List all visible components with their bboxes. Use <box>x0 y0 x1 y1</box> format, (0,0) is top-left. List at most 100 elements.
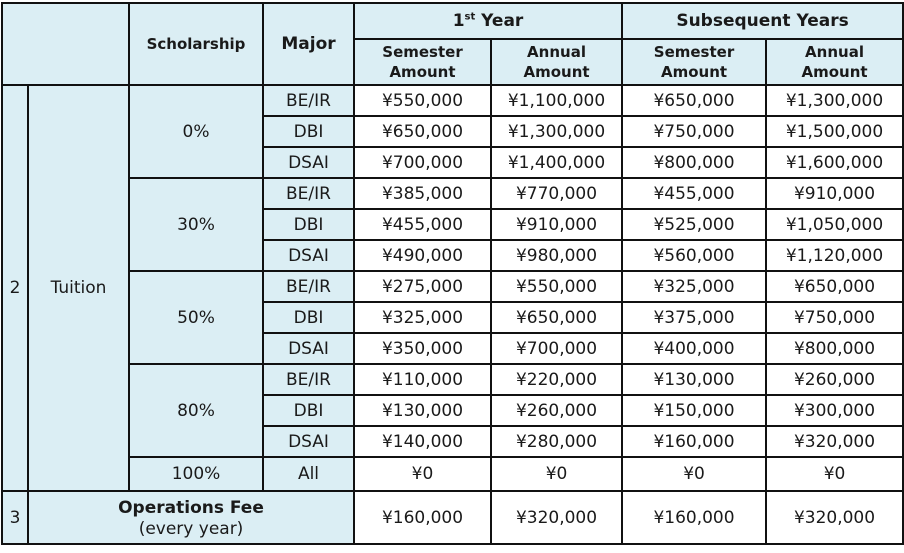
subsequent-semester-cell: ¥650,000 <box>621 84 768 117</box>
ops-title: Operations Fee <box>118 497 264 518</box>
tuition-row: 2 Tuition 0% BE/IR ¥550,000 ¥1,100,000 ¥650,00… <box>1 84 904 492</box>
subsequent-annual-cell: ¥1,300,000 <box>765 84 904 117</box>
first-annual-cell: ¥220,000 <box>489 363 624 396</box>
subsequent-annual-cell: ¥0 <box>765 456 904 492</box>
tuition-row: 50% BE/IR ¥275,000 ¥550,000 ¥325,000 ¥650,000 <box>2 270 904 365</box>
tuition-row: 30% BE/IR ¥385,000 ¥770,000 ¥455,000 ¥910,000 <box>2 177 904 272</box>
first-annual-cell: ¥280,000 <box>489 425 624 458</box>
first-annual-cell: ¥650,000 <box>489 301 624 334</box>
subsequent-semester-cell: ¥325,000 <box>621 270 768 303</box>
subsequent-annual-cell: ¥1,120,000 <box>765 239 904 272</box>
tuition-row: DBI ¥130,000 ¥260,000 ¥150,000 ¥300,000 <box>2 394 904 427</box>
first-annual-cell: ¥770,000 <box>489 177 624 210</box>
first-annual-cell: ¥260,000 <box>489 394 624 427</box>
subsequent-annual-cell: ¥750,000 <box>765 301 904 334</box>
tuition-row: DBI ¥455,000 ¥910,000 ¥525,000 ¥1,050,000 <box>2 208 904 241</box>
ops-subsequent-annual: ¥320,000 <box>765 490 904 545</box>
first-semester-cell: ¥0 <box>353 456 492 492</box>
subsequent-annual-cell: ¥650,000 <box>765 270 904 303</box>
first-annual-cell: ¥1,400,000 <box>489 146 624 179</box>
major-cell: DBI <box>262 301 355 334</box>
header-first-annual: Annual Amount <box>489 38 624 86</box>
ops-subsequent-semester: ¥160,000 <box>621 490 768 545</box>
first-annual-cell: ¥1,100,000 <box>489 84 624 117</box>
first-semester-cell: ¥650,000 <box>353 115 492 148</box>
tuition-row: DSAI ¥490,000 ¥980,000 ¥560,000 ¥1,120,000 <box>2 239 904 272</box>
header-subsequent-years: Subsequent Years <box>621 2 904 40</box>
first-annual-cell: ¥0 <box>489 456 624 492</box>
major-cell: DSAI <box>262 332 355 365</box>
major-cell: BE/IR <box>262 177 355 210</box>
major-cell: BE/IR <box>262 84 355 117</box>
first-year-num: 1 <box>452 11 465 31</box>
scholarship-cell: 30% <box>128 177 264 272</box>
first-semester-cell: ¥490,000 <box>353 239 492 272</box>
first-semester-cell: ¥325,000 <box>353 301 492 334</box>
tuition-row: 80% BE/IR ¥110,000 ¥220,000 ¥130,000 ¥260,000 <box>2 363 904 458</box>
subsequent-semester-cell: ¥750,000 <box>621 115 768 148</box>
first-semester-cell: ¥700,000 <box>353 146 492 179</box>
subsequent-semester-cell: ¥375,000 <box>621 301 768 334</box>
first-annual-cell: ¥910,000 <box>489 208 624 241</box>
first-semester-cell: ¥550,000 <box>353 84 492 117</box>
first-annual-cell: ¥700,000 <box>489 332 624 365</box>
subsequent-annual-cell: ¥320,000 <box>765 425 904 458</box>
subsequent-annual-cell: ¥260,000 <box>765 363 904 396</box>
fee-table-body: 2 Tuition 0% BE/IR ¥550,000 ¥1,100,000 ¥650,00… <box>1 84 904 545</box>
header-first-semester: Semester Amount <box>353 38 492 86</box>
subsequent-semester-cell: ¥400,000 <box>621 332 768 365</box>
subsequent-annual-cell: ¥1,050,000 <box>765 208 904 241</box>
ops-section-number: 3 <box>1 490 29 545</box>
first-year-sup: st <box>464 11 476 23</box>
first-semester-cell: ¥455,000 <box>353 208 492 241</box>
operations-fee-row: 3 Operations Fee (every year) ¥160,000 ¥… <box>1 490 904 545</box>
subsequent-semester-cell: ¥0 <box>621 456 768 492</box>
subsequent-semester-cell: ¥455,000 <box>621 177 768 210</box>
subsequent-semester-cell: ¥150,000 <box>621 394 768 427</box>
major-cell: BE/IR <box>262 270 355 303</box>
header-blank <box>1 2 130 86</box>
header-subsequent-semester: Semester Amount <box>621 38 768 86</box>
ops-subtitle: (every year) <box>138 518 244 539</box>
first-annual-cell: ¥980,000 <box>489 239 624 272</box>
major-cell: DSAI <box>262 425 355 458</box>
first-year-word: Year <box>475 11 524 31</box>
header-scholarship: Scholarship <box>128 2 264 86</box>
subsequent-annual-cell: ¥800,000 <box>765 332 904 365</box>
tuition-row: DSAI ¥140,000 ¥280,000 ¥160,000 ¥320,000 <box>2 425 904 458</box>
tuition-section-number: 2 <box>1 84 29 492</box>
ops-label-cell: Operations Fee (every year) <box>27 490 355 545</box>
subsequent-semester-cell: ¥525,000 <box>621 208 768 241</box>
first-semester-cell: ¥130,000 <box>353 394 492 427</box>
subsequent-semester-cell: ¥800,000 <box>621 146 768 179</box>
major-cell: DBI <box>262 394 355 427</box>
first-annual-cell: ¥550,000 <box>489 270 624 303</box>
subsequent-annual-cell: ¥1,600,000 <box>765 146 904 179</box>
tuition-row: 100% All ¥0 ¥0 ¥0 ¥0 <box>2 456 904 492</box>
major-cell: BE/IR <box>262 363 355 396</box>
ops-first-annual: ¥320,000 <box>489 490 624 545</box>
major-cell: All <box>262 456 355 492</box>
major-cell: DBI <box>262 208 355 241</box>
first-semester-cell: ¥140,000 <box>353 425 492 458</box>
subsequent-semester-cell: ¥560,000 <box>621 239 768 272</box>
subsequent-annual-cell: ¥1,500,000 <box>765 115 904 148</box>
first-semester-cell: ¥275,000 <box>353 270 492 303</box>
tuition-row: DSAI ¥700,000 ¥1,400,000 ¥800,000 ¥1,600,000 <box>2 146 904 179</box>
scholarship-cell: 100% <box>128 456 264 492</box>
tuition-row: DBI ¥650,000 ¥1,300,000 ¥750,000 ¥1,500,000 <box>2 115 904 148</box>
ops-first-semester: ¥160,000 <box>353 490 492 545</box>
tuition-label: Tuition <box>27 84 130 492</box>
header-major: Major <box>262 2 355 86</box>
scholarship-cell: 80% <box>128 363 264 458</box>
subsequent-annual-cell: ¥910,000 <box>765 177 904 210</box>
major-cell: DSAI <box>262 146 355 179</box>
header-first-year: 1st Year <box>352 2 624 40</box>
first-annual-cell: ¥1,300,000 <box>489 115 624 148</box>
first-semester-cell: ¥350,000 <box>353 332 492 365</box>
major-cell: DSAI <box>262 239 355 272</box>
subsequent-annual-cell: ¥300,000 <box>765 394 904 427</box>
scholarship-cell: 0% <box>128 84 264 179</box>
subsequent-semester-cell: ¥130,000 <box>621 363 768 396</box>
